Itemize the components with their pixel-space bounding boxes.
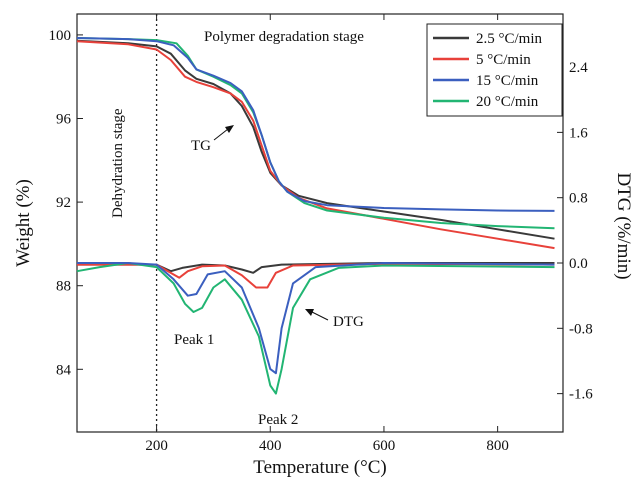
y-right-tick-label: -0.8 — [569, 321, 593, 337]
x-tick-label: 600 — [373, 438, 396, 454]
tg-line-15-c-min — [76, 37, 555, 212]
annotation-polymer-stage: Polymer degradation stage — [204, 29, 364, 45]
tg-series-group — [76, 37, 555, 250]
legend-label: 2.5 °C/min — [476, 31, 543, 47]
x-tick-label: 400 — [259, 438, 282, 454]
y-left-tick-label: 88 — [56, 279, 71, 295]
x-tick-label: 800 — [486, 438, 509, 454]
annotation-dtg: DTG — [333, 314, 364, 330]
y-left-tick-label: 92 — [56, 195, 71, 211]
annotation-tg: TG — [191, 138, 211, 154]
y-left-tick-label: 96 — [56, 112, 72, 128]
dtg-series-group — [76, 262, 555, 395]
plot-frame — [76, 13, 564, 433]
tg-line-2-5-c-min — [76, 39, 555, 240]
annotation-peak-2: Peak 2 — [258, 412, 298, 428]
legend-label: 20 °C/min — [476, 94, 539, 110]
y-left-tick-label: 100 — [49, 28, 72, 44]
dtg-line-15-c-min — [77, 262, 555, 375]
annotation-dehydration-stage: Dehydration stage — [110, 108, 126, 218]
legend-label: 15 °C/min — [476, 73, 539, 89]
tg-pointer-arrow — [213, 128, 229, 141]
x-axis: 200 400 600 800 — [145, 14, 509, 454]
y-axis-left-title: Weight (%) — [13, 179, 34, 267]
x-tick-label: 200 — [145, 438, 168, 454]
y-right-tick-label: 2.4 — [569, 60, 588, 76]
legend: 2.5 °C/min 5 °C/min 15 °C/min 20 °C/min — [426, 23, 563, 117]
y-right-tick-label: 1.6 — [569, 125, 588, 141]
legend-label: 5 °C/min — [476, 52, 531, 68]
y-right-tick-label: 0.0 — [569, 256, 588, 272]
y-right-tick-label: -1.6 — [569, 387, 593, 403]
y-axis-right: -1.6 -0.8 0.0 0.8 1.6 2.4 — [557, 60, 593, 403]
y-left-tick-label: 84 — [56, 362, 72, 378]
x-axis-title: Temperature (°C) — [253, 457, 386, 478]
tg-pointer-arrowhead — [225, 125, 234, 133]
y-axis-right-title: DTG (%/min) — [613, 172, 633, 279]
annotation-peak-1: Peak 1 — [174, 332, 214, 348]
y-axis-left: 84 88 92 96 100 — [49, 28, 83, 378]
y-right-tick-label: 0.8 — [569, 191, 588, 207]
dtg-pointer-arrowhead — [305, 309, 314, 316]
dtg-line-20-c-min — [76, 262, 555, 395]
dtg-pointer-arrow — [311, 311, 329, 321]
